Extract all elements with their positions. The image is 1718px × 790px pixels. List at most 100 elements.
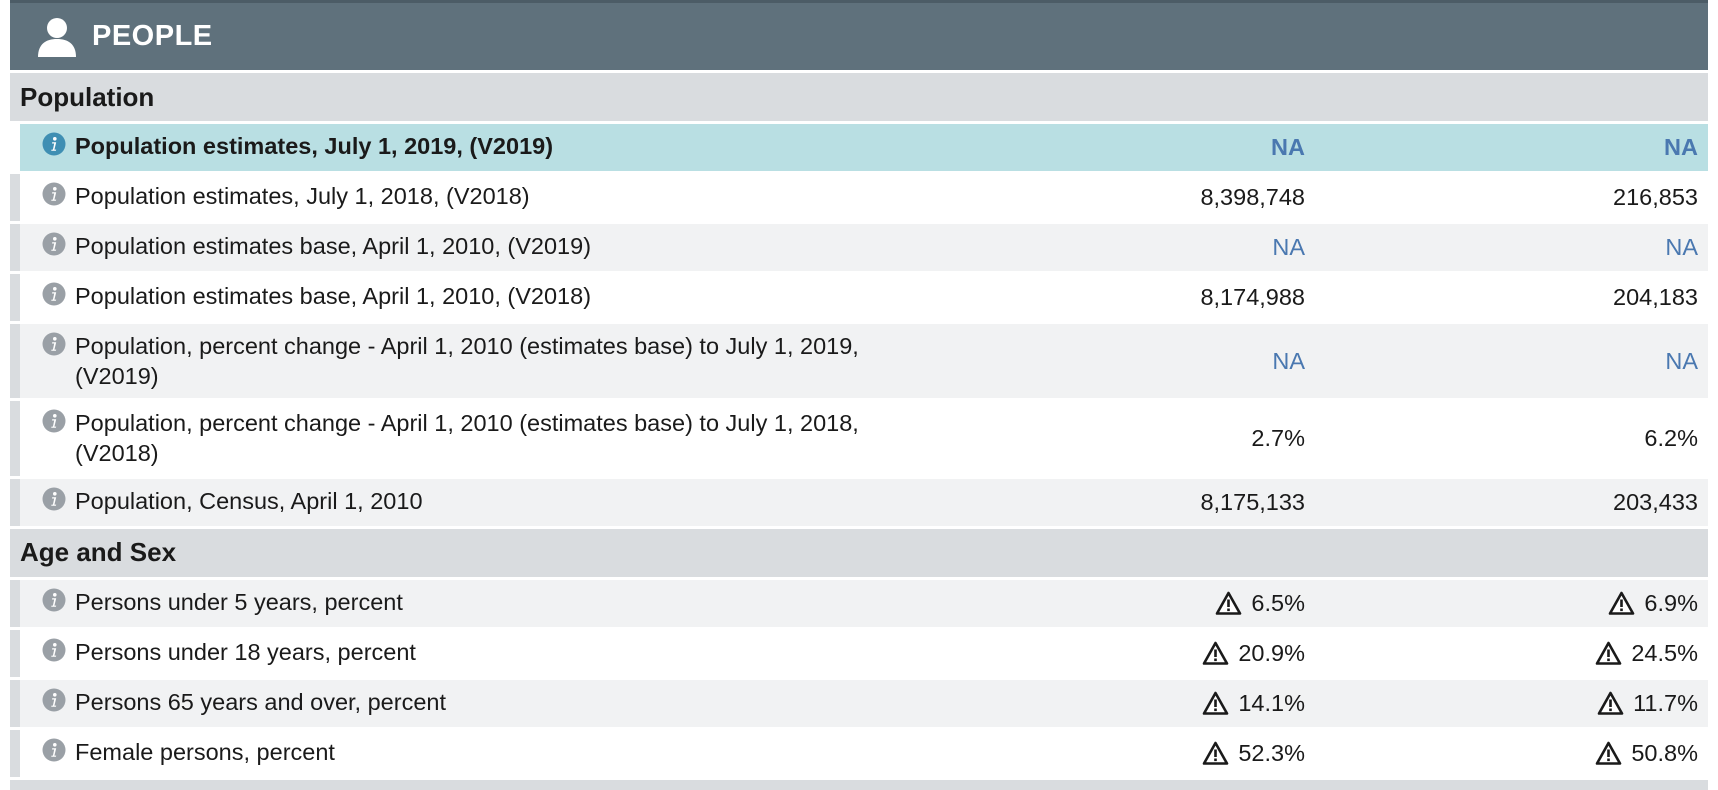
na-link[interactable]: NA (1665, 347, 1698, 374)
fact-value-col2[interactable]: NA (1325, 224, 1708, 272)
na-link[interactable]: NA (1272, 347, 1305, 374)
column-gap (1315, 124, 1325, 172)
warning-icon[interactable] (1202, 741, 1229, 766)
column-gap (1315, 528, 1325, 577)
fact-row-label: Population estimates base, April 1, 2010… (10, 274, 924, 322)
fact-value: 11.7% (1633, 689, 1698, 716)
warning-icon[interactable] (1595, 741, 1622, 766)
fact-value: 204,183 (1613, 284, 1698, 311)
fact-label: Persons under 5 years, percent (75, 588, 403, 615)
column-gap (924, 73, 932, 122)
fact-value: 6.9% (1644, 589, 1698, 616)
info-icon[interactable] (42, 132, 66, 156)
column-gap (924, 324, 932, 399)
warning-icon[interactable] (1202, 641, 1229, 666)
fact-value-col1: 8,398,748 (932, 174, 1315, 222)
column-gap (924, 679, 932, 727)
fact-value: 8,175,133 (1200, 488, 1305, 515)
fact-value: 50.8% (1631, 739, 1698, 766)
warning-icon[interactable] (1595, 641, 1622, 666)
fact-label: Population estimates base, April 1, 2010… (75, 233, 592, 260)
fact-row-label: Population, percent change - April 1, 20… (10, 401, 924, 476)
section-title: Population (10, 73, 924, 122)
fact-value-col2: 50.8% (1325, 729, 1708, 777)
fact-value: 14.1% (1238, 689, 1305, 716)
column-gap (924, 579, 932, 627)
column-gap (1315, 274, 1325, 322)
fact-value-col1: 52.3% (932, 729, 1315, 777)
section-col1-spacer (932, 73, 1315, 122)
info-icon[interactable] (42, 487, 66, 511)
fact-value: 203,433 (1613, 488, 1698, 515)
na-link[interactable]: NA (1664, 134, 1698, 161)
fact-value: 20.9% (1238, 639, 1305, 666)
section-col1-spacer (932, 528, 1315, 577)
fact-row-label: Persons under 5 years, percent (10, 579, 924, 627)
fact-value-col1[interactable]: NA (932, 324, 1315, 399)
column-gap (1315, 324, 1325, 399)
fact-row-label: Population, Census, April 1, 2010 (10, 478, 924, 526)
fact-row-label: Persons under 18 years, percent (10, 629, 924, 677)
fact-value-col1[interactable]: NA (932, 224, 1315, 272)
fact-value: 6.5% (1251, 589, 1305, 616)
info-icon[interactable] (42, 588, 66, 612)
column-gap (924, 528, 932, 577)
na-link[interactable]: NA (1665, 234, 1698, 261)
warning-icon[interactable] (1215, 591, 1242, 616)
column-gap (924, 401, 932, 476)
info-icon[interactable] (42, 738, 66, 762)
fact-value-col1[interactable]: NA (932, 124, 1315, 172)
fact-label: Population, percent change - April 1, 20… (75, 410, 859, 467)
info-icon[interactable] (42, 282, 66, 306)
fact-label: Female persons, percent (75, 738, 335, 765)
fact-value-col1: 8,175,133 (932, 478, 1315, 526)
people-header: PEOPLE (10, 0, 1708, 70)
warning-icon[interactable] (1202, 691, 1229, 716)
fact-value-col1: 20.9% (932, 629, 1315, 677)
fact-label: Population, Census, April 1, 2010 (75, 487, 423, 514)
people-facts-table: PEOPLE Population Population estimates, J… (10, 0, 1708, 790)
fact-value-col2[interactable]: NA (1325, 124, 1708, 172)
fact-value-col2[interactable]: NA (1325, 324, 1708, 399)
fact-label: Persons 65 years and over, percent (75, 688, 446, 715)
fact-row-label: Persons 65 years and over, percent (10, 679, 924, 727)
section-col2-spacer (1325, 73, 1708, 122)
section-title: Age and Sex (10, 528, 924, 577)
column-gap (924, 124, 932, 172)
fact-label: Population estimates base, April 1, 2010… (75, 283, 592, 310)
info-icon[interactable] (42, 332, 66, 356)
fact-value: 6.2% (1644, 424, 1698, 451)
fact-value-col1: 2.7% (932, 401, 1315, 476)
column-gap (924, 629, 932, 677)
header-title: PEOPLE (92, 20, 213, 52)
fact-row-label: Female persons, percent (10, 729, 924, 777)
column-gap (1315, 478, 1325, 526)
fact-label: Population estimates, July 1, 2018, (V20… (75, 183, 530, 210)
column-gap (1315, 729, 1325, 777)
warning-icon[interactable] (1597, 691, 1624, 716)
fact-row-label: Population estimates base, April 1, 2010… (10, 224, 924, 272)
fact-value-col2: 203,433 (1325, 478, 1708, 526)
fact-value-col1: 6.5% (932, 579, 1315, 627)
column-gap (1315, 174, 1325, 222)
info-icon[interactable] (42, 409, 66, 433)
na-link[interactable]: NA (1272, 234, 1305, 261)
fact-value: 24.5% (1631, 639, 1698, 666)
fact-value: 2.7% (1251, 424, 1305, 451)
warning-icon[interactable] (1608, 591, 1635, 616)
fact-row-label: Population estimates, July 1, 2018, (V20… (10, 174, 924, 222)
fact-value-col2: 24.5% (1325, 629, 1708, 677)
info-icon[interactable] (42, 688, 66, 712)
fact-value: 52.3% (1238, 739, 1305, 766)
column-gap (924, 729, 932, 777)
column-gap (1315, 73, 1325, 122)
info-icon[interactable] (42, 232, 66, 256)
fact-value-col1: 14.1% (932, 679, 1315, 727)
fact-value-col1: 8,174,988 (932, 274, 1315, 322)
na-link[interactable]: NA (1271, 134, 1305, 161)
fact-value-col2: 11.7% (1325, 679, 1708, 727)
fact-value: 8,174,988 (1200, 284, 1305, 311)
fact-label: Population estimates, July 1, 2019, (V20… (75, 133, 554, 160)
info-icon[interactable] (42, 182, 66, 206)
info-icon[interactable] (42, 638, 66, 662)
